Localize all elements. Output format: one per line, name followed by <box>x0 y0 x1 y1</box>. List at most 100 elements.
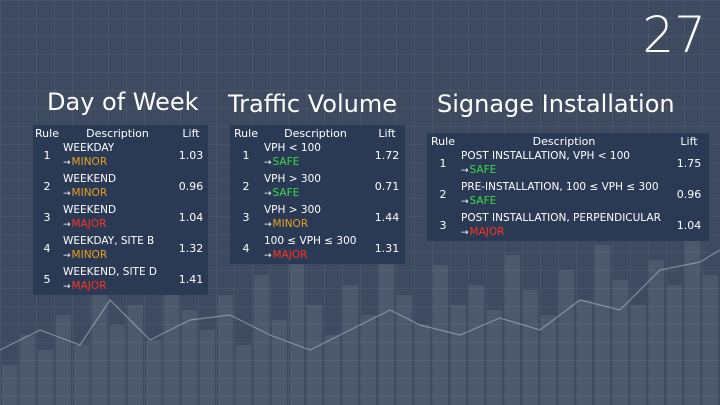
rule-outcome: →SAFE <box>264 186 367 202</box>
rule-condition: WEEKEND, SITE D <box>63 265 158 278</box>
rule-description: PRE-INSTALLATION, 100 ≤ VPH ≤ 300 →SAFE <box>459 179 669 210</box>
table-row: 1 POST INSTALLATION, VPH < 100 →SAFE 1.75 <box>427 148 709 179</box>
lift-value: 1.44 <box>374 211 400 224</box>
rule-condition: PRE-INSTALLATION, 100 ≤ VPH ≤ 300 <box>461 180 659 193</box>
severity-label: MAJOR <box>272 249 308 261</box>
severity-label: MINOR <box>71 156 108 168</box>
lift-value: 1.04 <box>178 211 204 224</box>
background-bar <box>109 325 125 405</box>
rule-outcome: →SAFE <box>461 163 667 179</box>
background-bar <box>702 275 718 405</box>
table-row: 2 WEEKEND →MINOR 0.96 <box>33 171 208 202</box>
rule-description: POST INSTALLATION, VPH < 100 →SAFE <box>459 148 669 179</box>
background-bar <box>523 290 539 405</box>
arrow-icon: → <box>264 158 272 168</box>
table-row: 3 POST INSTALLATION, PERPENDICULAR →MAJOR 1… <box>427 210 709 241</box>
severity-label: MAJOR <box>469 226 505 238</box>
background-bar <box>217 295 233 405</box>
arrow-icon: → <box>461 197 469 207</box>
background-bar <box>630 305 646 405</box>
background-bar <box>163 265 179 405</box>
lift-value: 1.72 <box>374 149 400 162</box>
background-bar <box>289 255 305 405</box>
rule-description: WEEKDAY →MINOR <box>61 140 174 171</box>
rule-number: 2 <box>242 180 250 193</box>
title-day-of-week: Day of Week <box>47 88 199 116</box>
rule-description: POST INSTALLATION, PERPENDICULAR →MAJOR <box>459 210 669 241</box>
background-bar <box>612 280 628 405</box>
rule-outcome: →MAJOR <box>461 225 667 241</box>
rule-outcome: →MAJOR <box>63 217 172 233</box>
background-bar <box>415 325 431 405</box>
background-bar <box>559 270 574 405</box>
rule-condition: VPH < 100 <box>264 141 321 154</box>
background-bar <box>594 245 610 405</box>
background-bar <box>325 335 341 405</box>
header-rule: Rule <box>431 135 455 148</box>
severity-label: SAFE <box>272 187 300 199</box>
background-bar <box>253 275 269 405</box>
arrow-icon: → <box>461 166 469 176</box>
arrow-icon: → <box>63 251 71 261</box>
background-bar <box>666 285 682 405</box>
rule-outcome: →MINOR <box>63 186 172 202</box>
background-bar <box>343 285 359 405</box>
rule-condition: POST INSTALLATION, PERPENDICULAR <box>461 211 661 224</box>
background-bar <box>235 345 251 405</box>
rule-description: WEEKEND →MINOR <box>61 171 174 202</box>
rule-condition: POST INSTALLATION, VPH < 100 <box>461 149 630 162</box>
rule-description: WEEKEND, SITE D →MAJOR <box>61 264 174 295</box>
background-bar <box>307 305 323 405</box>
rule-number: 1 <box>43 149 51 162</box>
rule-outcome: →SAFE <box>264 155 367 171</box>
severity-label: MINOR <box>71 187 108 199</box>
arrow-icon: → <box>63 189 71 199</box>
rule-outcome: →MAJOR <box>63 279 172 295</box>
rule-description: VPH > 300 →SAFE <box>262 171 369 202</box>
rule-condition: VPH > 300 <box>264 203 321 216</box>
arrow-icon: → <box>264 251 272 261</box>
title-traffic-volume: Traffic Volume <box>228 90 397 118</box>
header-rule: Rule <box>35 127 59 140</box>
rule-condition: WEEKDAY, SITE B <box>63 234 155 247</box>
lift-value: 0.96 <box>676 188 702 201</box>
table-row: 5 WEEKEND, SITE D →MAJOR 1.41 <box>33 264 208 295</box>
table-row: 3 VPH > 300 →MINOR 1.44 <box>230 202 405 233</box>
lift-value: 1.32 <box>178 242 204 255</box>
lift-value: 0.96 <box>178 180 204 193</box>
background-bar <box>127 305 143 405</box>
background-bar <box>451 305 467 405</box>
table-header-row: Rule Description Lift <box>33 125 208 140</box>
table-row: 4 WEEKDAY, SITE B →MINOR 1.32 <box>33 233 208 264</box>
lift-value: 1.75 <box>676 157 702 170</box>
table-header-row: Rule Description Lift <box>427 133 709 148</box>
rule-number: 4 <box>43 242 51 255</box>
rule-description: WEEKDAY, SITE B →MINOR <box>61 233 174 264</box>
severity-label: MINOR <box>272 218 309 230</box>
table-row: 4 100 ≤ VPH ≤ 300 →MAJOR 1.31 <box>230 233 405 264</box>
severity-label: MAJOR <box>71 280 107 292</box>
header-lift: Lift <box>680 135 698 148</box>
day-of-week-table: Rule Description Lift 1 WEEKDAY →MINOR 1.03… <box>33 125 208 295</box>
signage-installation-table: Rule Description Lift 1 POST INSTALLATION… <box>427 133 709 241</box>
lift-value: 1.41 <box>178 273 204 286</box>
table-row: 3 WEEKEND →MAJOR 1.04 <box>33 202 208 233</box>
background-bar <box>379 245 395 405</box>
rule-number: 3 <box>242 211 250 224</box>
rule-outcome: →MINOR <box>63 248 172 264</box>
table-row: 2 PRE-INSTALLATION, 100 ≤ VPH ≤ 300 →SAFE 0… <box>427 179 709 210</box>
arrow-icon: → <box>264 220 272 230</box>
header-description: Description <box>532 135 596 148</box>
background-bar <box>19 335 35 405</box>
rule-number: 4 <box>242 242 250 255</box>
rule-number: 2 <box>439 188 447 201</box>
severity-label: SAFE <box>272 156 300 168</box>
rule-outcome: →MINOR <box>63 155 172 171</box>
header-lift: Lift <box>182 127 200 140</box>
background-bar <box>577 300 592 405</box>
rule-description: WEEKEND →MAJOR <box>61 202 174 233</box>
lift-value: 0.71 <box>374 180 400 193</box>
background-bar <box>684 240 700 405</box>
header-description: Description <box>86 127 149 140</box>
